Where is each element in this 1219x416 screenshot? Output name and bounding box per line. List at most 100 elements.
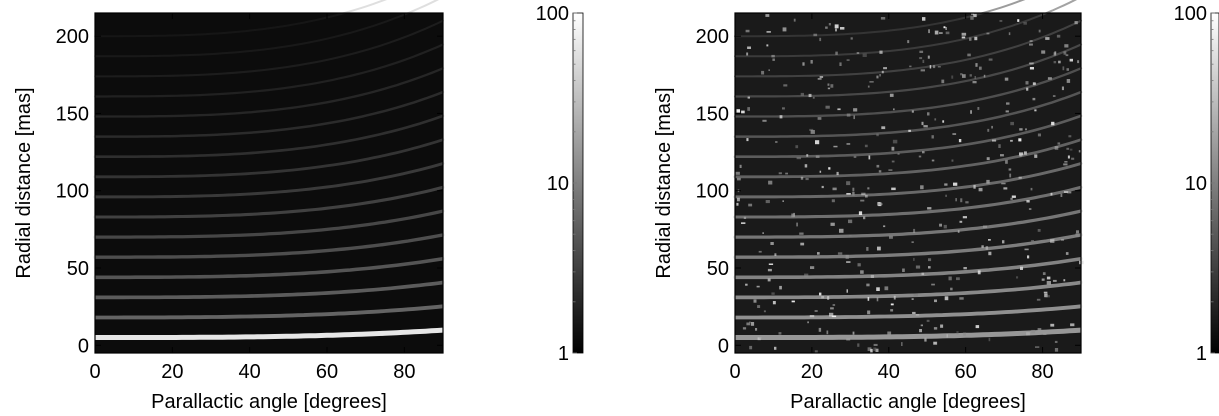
- ring-curve: [733, 256, 1083, 280]
- speckle: [959, 297, 964, 300]
- speckle: [796, 157, 801, 160]
- speckle: [1029, 43, 1033, 46]
- x-axis-ticks-2: 0 20 40 60 80: [729, 13, 1054, 383]
- speckle: [920, 69, 925, 72]
- speckle: [873, 343, 878, 346]
- ring-curve: [732, 327, 1084, 340]
- speckle: [778, 172, 782, 175]
- speckle: [1043, 332, 1047, 335]
- speckle: [834, 24, 839, 29]
- speckle: [761, 70, 765, 75]
- speckle: [775, 336, 780, 340]
- colorbar-tick-label: 10: [1185, 173, 1207, 195]
- speckle: [951, 75, 954, 79]
- x-tick-label: 20: [801, 361, 823, 383]
- speckle: [1037, 328, 1042, 330]
- speckle: [1050, 239, 1055, 243]
- speckle: [1057, 142, 1061, 145]
- speckle: [848, 219, 853, 224]
- speckle: [837, 108, 841, 111]
- speckle: [942, 120, 945, 123]
- speckle: [1058, 60, 1061, 64]
- speckle: [868, 155, 871, 160]
- ring-curve: [93, 162, 445, 199]
- ring-curve: [94, 0, 440, 58]
- speckle: [762, 232, 764, 234]
- speckle: [867, 297, 870, 301]
- ring-curve: [733, 90, 1083, 138]
- speckle: [1045, 295, 1050, 298]
- speckle: [839, 228, 844, 233]
- speckle: [1008, 32, 1011, 36]
- speckle: [931, 159, 935, 162]
- speckle: [890, 303, 894, 306]
- y-tick-label: 100: [56, 181, 89, 203]
- colorbar-tick-label: 100: [536, 3, 569, 25]
- ring-curve: [734, 0, 1026, 38]
- speckle: [770, 242, 774, 245]
- speckle: [736, 109, 740, 113]
- speckle: [817, 117, 822, 120]
- speckle: [753, 299, 757, 303]
- speckle: [857, 343, 860, 347]
- speckle: [782, 27, 787, 32]
- speckle: [807, 321, 809, 324]
- speckle: [827, 296, 830, 300]
- speckle: [908, 129, 911, 132]
- speckle: [907, 40, 910, 44]
- ring-curve: [94, 0, 388, 38]
- speckle: [850, 37, 853, 40]
- speckle: [1029, 40, 1033, 42]
- speckle: [941, 79, 945, 84]
- speckle: [1064, 161, 1068, 163]
- speckle: [741, 110, 745, 114]
- speckle: [939, 223, 942, 227]
- speckle: [828, 167, 831, 170]
- speckle: [745, 283, 748, 286]
- speckle: [1032, 97, 1036, 101]
- speckle: [800, 242, 805, 246]
- speckle: [867, 310, 871, 315]
- ring-curve: [733, 43, 1083, 98]
- speckle: [866, 283, 870, 287]
- speckle: [887, 331, 892, 335]
- speckle: [1010, 139, 1013, 142]
- speckle: [831, 199, 835, 203]
- speckle: [978, 187, 983, 192]
- colorbar-ticks-2: 1 10 100: [1174, 3, 1215, 365]
- speckle: [782, 200, 784, 202]
- speckle: [975, 325, 980, 329]
- speckle: [765, 14, 770, 17]
- x-tick-label: 80: [393, 361, 415, 383]
- x-tick-label: 20: [161, 361, 183, 383]
- speckle: [771, 54, 775, 58]
- speckle: [960, 73, 963, 76]
- speckle: [1010, 197, 1013, 200]
- speckle: [1052, 95, 1056, 97]
- speckle: [796, 222, 798, 227]
- speckle: [1041, 50, 1046, 54]
- speckle: [819, 170, 822, 173]
- speckle: [879, 74, 881, 77]
- speckle: [846, 193, 851, 195]
- speckle: [1056, 34, 1061, 38]
- speckle: [1005, 159, 1008, 164]
- speckle: [1054, 348, 1059, 352]
- speckle: [955, 198, 957, 202]
- speckle: [768, 69, 770, 71]
- ring-curve: [734, 0, 1078, 58]
- x-tick-label: 0: [729, 361, 740, 383]
- speckle: [953, 182, 958, 186]
- speckle: [971, 13, 974, 15]
- speckle: [943, 26, 946, 29]
- y-axis-label-2: Radial distance [mas]: [653, 87, 675, 278]
- speckle: [766, 44, 769, 47]
- speckle: [927, 55, 930, 59]
- speckle: [832, 187, 837, 191]
- speckle: [743, 216, 747, 219]
- speckle: [884, 286, 889, 291]
- speckle: [829, 312, 834, 317]
- speckle: [1045, 37, 1050, 40]
- speckle: [876, 133, 879, 137]
- speckle: [1053, 52, 1057, 56]
